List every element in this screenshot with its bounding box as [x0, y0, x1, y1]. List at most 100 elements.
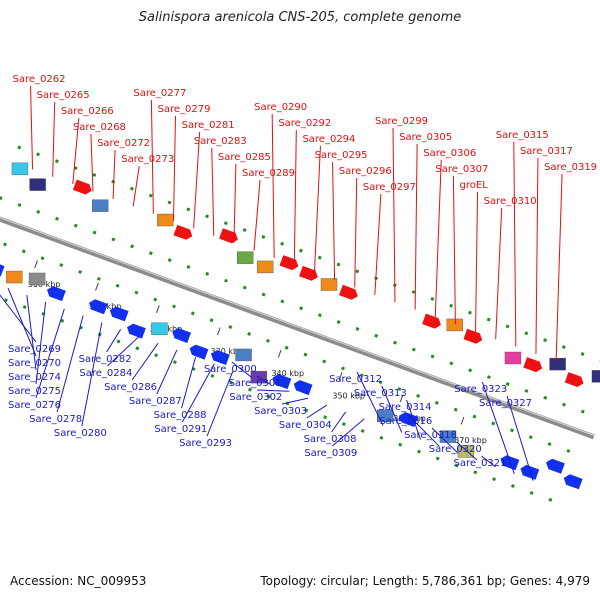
forward-leader-line — [332, 161, 336, 281]
reverse-leader-line — [181, 356, 197, 409]
tick-mark — [17, 203, 22, 207]
tick-mark — [528, 435, 533, 440]
reverse-leader-line — [231, 361, 253, 378]
tick-mark — [473, 470, 478, 475]
tick-mark — [280, 241, 285, 246]
tick-mark — [547, 442, 552, 447]
reverse-gene-label: Sare_0291 — [154, 424, 207, 435]
tick-mark — [524, 331, 529, 336]
genome-summary-text: Topology: circular; Length: 5,786,361 bp… — [260, 574, 590, 588]
reverse-gene-arrow — [172, 328, 191, 343]
tick-mark — [303, 352, 308, 357]
reverse-leader-line — [481, 455, 496, 468]
tick-mark — [322, 359, 327, 364]
tick-mark — [562, 402, 566, 407]
forward-gene-label: Sare_0285 — [218, 152, 271, 163]
tick-mark — [148, 251, 153, 256]
tick-mark — [378, 380, 383, 385]
tick-mark — [242, 228, 247, 232]
tick-mark — [449, 361, 454, 366]
tick-mark — [130, 186, 134, 191]
tick-mark — [17, 145, 22, 150]
scale-label: 330 kbp — [211, 347, 244, 356]
reverse-gene-arrow — [127, 323, 146, 339]
reverse-gene-arrow — [47, 286, 66, 302]
tick-mark — [223, 221, 228, 226]
tick-mark — [510, 484, 515, 488]
forward-leader-line — [495, 207, 503, 340]
tick-mark — [78, 270, 83, 274]
forward-leader-line — [452, 175, 456, 325]
tick-mark — [111, 179, 116, 184]
reverse-gene-label: Sare_0269 — [8, 344, 61, 355]
reverse-leader-line — [131, 342, 159, 381]
forward-gene-label: Sare_0273 — [121, 154, 174, 165]
tick-mark — [0, 196, 3, 201]
gene-box — [320, 278, 338, 291]
tick-mark — [435, 456, 440, 461]
reverse-gene-label: Sare_0274 — [8, 372, 61, 383]
reverse-gene-label: Sare_0282 — [79, 354, 132, 365]
tick-mark — [210, 373, 215, 378]
tick-mark — [317, 255, 322, 260]
reverse-gene-arrow — [0, 264, 5, 277]
forward-leader-line — [354, 177, 358, 288]
forward-gene-arrow — [219, 228, 238, 244]
tick-mark — [153, 297, 158, 302]
tick-mark — [416, 393, 421, 398]
accession-text: Accession: NC_009953 — [10, 574, 147, 588]
reverse-gene-label: Sare_0321 — [454, 458, 507, 469]
reverse-leader-line — [256, 375, 271, 385]
forward-leader-line — [392, 127, 396, 303]
tick-mark — [566, 449, 571, 453]
tick-mark — [228, 325, 233, 329]
tick-mark — [154, 353, 159, 358]
reverse-gene-arrow — [189, 344, 209, 360]
tick-mark — [580, 352, 585, 356]
forward-gene-arrow — [279, 255, 299, 271]
forward-leader-line — [271, 113, 275, 258]
gene-box — [256, 260, 274, 274]
tick-mark — [299, 306, 304, 311]
reverse-gene-label: Sare_0284 — [79, 368, 132, 379]
forward-leader-line — [30, 85, 34, 170]
reverse-gene-label: Sare_0275 — [8, 386, 61, 397]
gene-box — [235, 348, 252, 362]
scale-label: 370 kbp — [454, 436, 487, 445]
tick-mark — [486, 375, 491, 380]
tick-mark — [336, 262, 341, 267]
forward-gene-label: Sare_0268 — [73, 122, 126, 133]
reverse-gene-label: Sare_0323 — [454, 384, 507, 395]
forward-leader-line — [475, 191, 479, 332]
tick-mark — [510, 428, 514, 433]
forward-gene-label: Sare_0297 — [363, 182, 416, 193]
gene-box — [6, 270, 23, 284]
forward-gene-label: Sare_0290 — [254, 102, 307, 113]
reverse-leader-line — [306, 404, 328, 419]
forward-leader-line — [434, 159, 442, 318]
tick-mark — [22, 305, 27, 309]
gene-box — [151, 322, 168, 335]
tick-mark — [341, 366, 345, 371]
forward-leader-line — [150, 99, 154, 214]
reverse-leader-line — [431, 427, 459, 454]
reverse-leader-line — [257, 389, 290, 392]
tick-mark — [205, 214, 209, 219]
scale-label: 340 kbp — [271, 369, 304, 378]
reverse-gene-label: Sare_0318 — [404, 430, 457, 441]
reverse-leader-line — [281, 397, 309, 405]
forward-gene-label: Sare_0283 — [194, 136, 247, 147]
tick-mark — [543, 395, 548, 400]
forward-gene-label: Sare_0277 — [133, 88, 186, 99]
backbone-highlight — [0, 217, 594, 436]
forward-gene-arrow — [422, 313, 441, 329]
gene-box — [446, 318, 463, 332]
tick-mark — [430, 296, 435, 301]
tick-mark — [134, 290, 139, 295]
tick-mark — [548, 497, 553, 502]
tick-mark — [411, 290, 416, 294]
tick-mark — [411, 347, 416, 352]
tick-mark — [73, 223, 78, 228]
reverse-gene-label: Sare_0314 — [379, 402, 432, 413]
gene-box — [29, 178, 46, 191]
